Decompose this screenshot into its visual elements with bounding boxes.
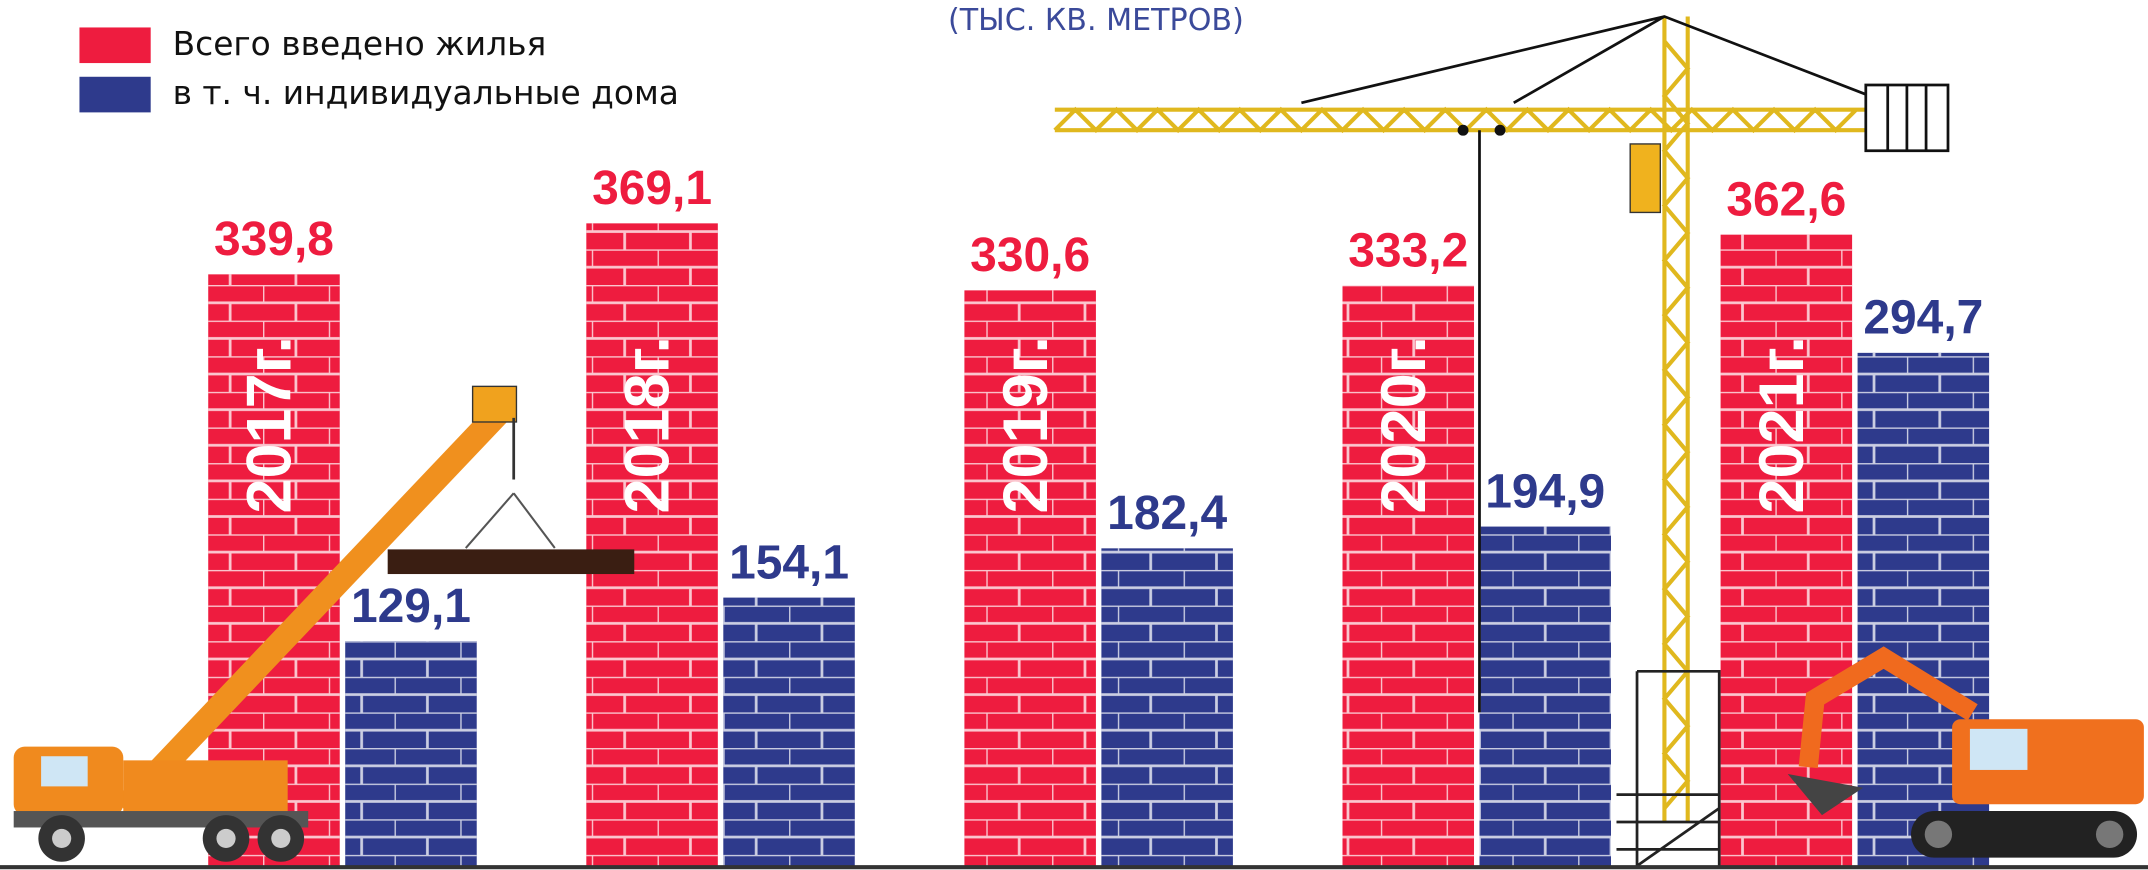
chart: (ТЫС. КВ. МЕТРОВ) Всего введено жилья в т… — [0, 0, 2148, 870]
category-label: 2020г. — [1369, 336, 1439, 514]
value-label: 194,9 — [1485, 465, 1605, 518]
bar-brick-texture — [1101, 548, 1233, 865]
chart-subtitle: (ТЫС. КВ. МЕТРОВ) — [948, 3, 1244, 38]
category-label: 2017г. — [235, 336, 305, 514]
value-label: 362,6 — [1726, 173, 1846, 226]
value-label: 154,1 — [729, 536, 849, 589]
bar-brick-texture — [1479, 527, 1611, 866]
bar-brick-texture — [345, 641, 477, 866]
bar-brick-texture — [586, 223, 718, 865]
legend-swatch — [79, 27, 150, 63]
plot: 339,8 129,1 2017г. 369,1 154,1 2018г. 330,6 182… — [208, 162, 1989, 866]
legend-label: в т. ч. индивидуальные дома — [173, 73, 679, 112]
value-label: 294,7 — [1863, 292, 1983, 345]
value-label: 182,4 — [1107, 487, 1227, 540]
value-label: 129,1 — [351, 580, 471, 633]
value-label: 330,6 — [970, 229, 1090, 282]
bar-brick-texture — [723, 598, 855, 866]
value-label: 369,1 — [592, 162, 712, 215]
bar-brick-texture — [1721, 235, 1853, 866]
value-label: 333,2 — [1348, 225, 1468, 278]
legend: Всего введено жилья в т. ч. индивидуальны… — [79, 24, 678, 113]
legend-swatch — [79, 77, 150, 113]
legend-label: Всего введено жилья — [173, 24, 547, 63]
value-label: 339,8 — [214, 213, 334, 266]
category-label: 2019г. — [991, 336, 1061, 514]
category-label: 2018г. — [613, 336, 683, 514]
category-label: 2021г. — [1747, 336, 1817, 514]
